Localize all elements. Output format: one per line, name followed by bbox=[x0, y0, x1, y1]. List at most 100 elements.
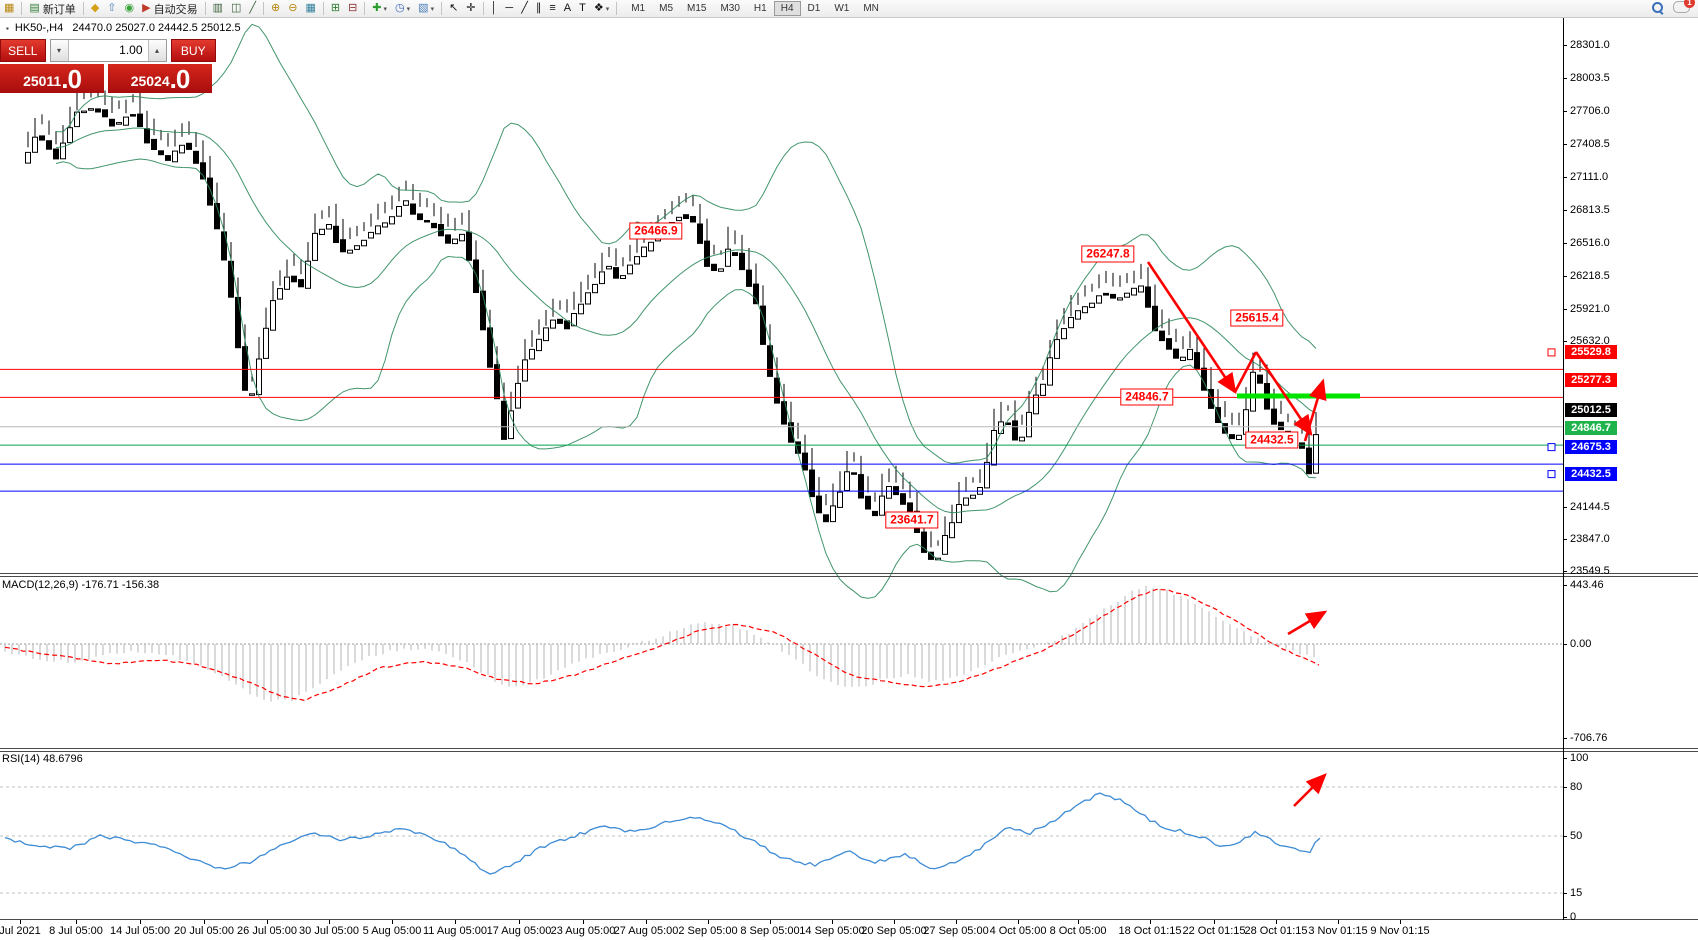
periods-clock-icon-dropdown[interactable]: ▾ bbox=[406, 5, 411, 13]
cursor-icon[interactable]: ↖ bbox=[445, 1, 462, 16]
arrows-shapes-icon-dropdown[interactable]: ▾ bbox=[605, 5, 610, 13]
candlestick-chart-icon: ◫ bbox=[230, 2, 242, 14]
timeframe-d1[interactable]: D1 bbox=[807, 3, 821, 14]
zoom-out-icon[interactable]: ⊖ bbox=[284, 1, 301, 16]
fibonacci-icon[interactable]: ≡ bbox=[545, 1, 559, 16]
buy-button[interactable]: BUY bbox=[170, 39, 216, 62]
time-label: 14 Jul 05:00 bbox=[110, 925, 170, 937]
signals-icon[interactable]: ◉ bbox=[121, 1, 139, 16]
price-callout[interactable]: 26466.9 bbox=[629, 222, 683, 240]
delete-indicator-window-icon[interactable]: ⊟ bbox=[344, 1, 361, 16]
templates-icon: ▧ bbox=[418, 2, 429, 14]
volume-increase-button[interactable]: ▴ bbox=[147, 40, 166, 61]
axis-tick bbox=[1563, 78, 1567, 79]
time-label: 11 Aug 05:00 bbox=[422, 925, 488, 937]
text-icon: A bbox=[563, 2, 572, 14]
time-tick bbox=[455, 920, 456, 924]
price-tick-label: 23847.0 bbox=[1570, 533, 1610, 545]
new-indicator-window-icon[interactable]: ⊞ bbox=[327, 1, 344, 16]
sell-price[interactable]: 25011.0 bbox=[0, 64, 104, 93]
templates-icon-dropdown[interactable]: ▾ bbox=[430, 5, 435, 13]
timeframe-m1[interactable]: M1 bbox=[631, 3, 646, 14]
timeframe-h4[interactable]: H4 bbox=[773, 1, 801, 16]
chart-canvas[interactable] bbox=[0, 17, 1698, 940]
trendline-icon[interactable]: ╱ bbox=[517, 1, 532, 16]
crosshair-icon[interactable]: ✛ bbox=[462, 1, 479, 16]
axis-tick bbox=[1563, 243, 1567, 244]
axis-tick bbox=[1563, 144, 1567, 145]
time-label: 14 Sep 05:00 bbox=[799, 925, 865, 937]
price-level-badge: 25529.8 bbox=[1565, 345, 1617, 359]
axis-tick bbox=[1563, 836, 1567, 837]
text-label-icon[interactable]: T bbox=[575, 1, 590, 16]
macd-tick-label: 0.00 bbox=[1570, 638, 1592, 650]
time-label: 5 Aug 05:00 bbox=[362, 925, 422, 937]
price-level-badge: 24846.7 bbox=[1565, 421, 1617, 435]
autotrading-icon: ▶ bbox=[142, 2, 151, 14]
publish-icon[interactable]: ⇧ bbox=[103, 1, 120, 16]
line-chart-icon[interactable]: ╱ bbox=[245, 1, 260, 16]
horizontal-line-icon[interactable]: ─ bbox=[501, 1, 517, 16]
text-icon[interactable]: A bbox=[560, 1, 575, 16]
timeframe-h1[interactable]: H1 bbox=[753, 3, 767, 14]
chat-icon[interactable]: 1 bbox=[1673, 0, 1695, 13]
vertical-line-icon[interactable]: │ bbox=[487, 1, 502, 16]
timeframe-m5[interactable]: M5 bbox=[659, 3, 674, 14]
new-order-icon[interactable]: ▤ 新订单 bbox=[25, 1, 79, 16]
price-callout[interactable]: 25615.4 bbox=[1230, 309, 1284, 327]
time-label: 9 Nov 01:15 bbox=[1370, 925, 1430, 937]
add-indicator-icon-dropdown[interactable]: ▾ bbox=[383, 5, 388, 13]
time-tick bbox=[76, 920, 77, 924]
volume-decrease-button[interactable]: ▾ bbox=[50, 40, 69, 61]
time-tick bbox=[583, 920, 584, 924]
time-label: 3 Nov 01:15 bbox=[1308, 925, 1368, 937]
timeframe-mn[interactable]: MN bbox=[863, 3, 879, 14]
cursor-icon: ↖ bbox=[449, 2, 459, 14]
toolbar-separator bbox=[322, 2, 324, 15]
price-callout[interactable]: 23641.7 bbox=[885, 511, 939, 529]
price-callout[interactable]: 26247.8 bbox=[1081, 245, 1135, 263]
volume-value[interactable]: 1.00 bbox=[119, 43, 143, 57]
chart-window-icon[interactable]: ▦ bbox=[0, 1, 18, 16]
axis-tick bbox=[1563, 738, 1567, 739]
time-tick bbox=[1078, 920, 1079, 924]
tile-windows-icon[interactable]: ▦ bbox=[301, 1, 319, 16]
add-indicator-icon[interactable]: ✚ ▾ bbox=[368, 1, 391, 16]
time-tick bbox=[1338, 920, 1339, 924]
new-order-icon-label: 新订单 bbox=[42, 3, 76, 16]
eraser-icon: ◆ bbox=[90, 2, 100, 14]
timeframe-m15[interactable]: M15 bbox=[687, 3, 707, 14]
equidistant-channel-icon[interactable]: ∥ bbox=[532, 1, 546, 16]
axis-tick bbox=[1563, 585, 1567, 586]
search-icon[interactable] bbox=[1652, 1, 1664, 15]
volume-stepper: ▾ 1.00 ▴ bbox=[49, 39, 167, 62]
sell-button[interactable]: SELL bbox=[0, 39, 46, 62]
templates-icon[interactable]: ▧ ▾ bbox=[414, 1, 438, 16]
time-tick bbox=[1018, 920, 1019, 924]
bar-chart-icon[interactable]: ▥ bbox=[209, 1, 227, 16]
zoom-in-icon[interactable]: ⊕ bbox=[267, 1, 284, 16]
price-tick-label: 28003.5 bbox=[1570, 72, 1610, 84]
eraser-icon[interactable]: ◆ bbox=[87, 1, 103, 16]
axis-tick bbox=[1563, 758, 1567, 759]
price-callout[interactable]: 24432.5 bbox=[1245, 431, 1299, 449]
timeframe-m30[interactable]: M30 bbox=[720, 3, 740, 14]
price-tick-label: 26516.0 bbox=[1570, 237, 1610, 249]
time-tick bbox=[770, 920, 771, 924]
autotrading-icon[interactable]: ▶ 自动交易 bbox=[138, 1, 201, 16]
time-label: 20 Sep 05:00 bbox=[861, 925, 927, 937]
price-callout[interactable]: 24846.7 bbox=[1120, 388, 1174, 406]
price-axis-line bbox=[1563, 17, 1564, 920]
timeframe-w1[interactable]: W1 bbox=[834, 3, 850, 14]
buy-price[interactable]: 25024.0 bbox=[108, 64, 212, 93]
time-tick bbox=[392, 920, 393, 924]
price-level-badge: 25277.3 bbox=[1565, 373, 1617, 387]
candlestick-chart-icon[interactable]: ◫ bbox=[227, 1, 245, 16]
periods-clock-icon[interactable]: ◷ ▾ bbox=[391, 1, 414, 16]
time-label: 18 Oct 01:15 bbox=[1118, 925, 1182, 937]
rsi-panel-separator[interactable] bbox=[0, 748, 1698, 749]
arrows-shapes-icon[interactable]: ❖ ▾ bbox=[590, 1, 613, 16]
macd-panel-separator[interactable] bbox=[0, 573, 1698, 574]
macd-indicator-label: MACD(12,26,9) -176.71 -156.38 bbox=[2, 579, 160, 591]
bar-chart-icon: ▥ bbox=[212, 2, 223, 14]
